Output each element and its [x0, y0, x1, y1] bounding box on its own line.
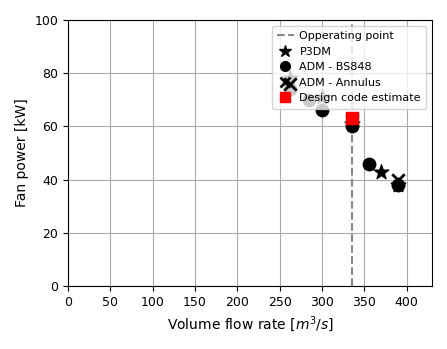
Point	[286, 81, 293, 87]
Point	[348, 118, 355, 124]
Point	[365, 161, 372, 166]
Point	[378, 169, 385, 174]
Point	[395, 177, 402, 182]
X-axis label: Volume flow rate [$m^3/s$]: Volume flow rate [$m^3/s$]	[167, 314, 333, 334]
Y-axis label: Fan power [kW]: Fan power [kW]	[15, 98, 29, 207]
Point	[395, 182, 402, 188]
Legend: Opperating point, P3DM, ADM - BS848, ADM - Annulus, Design code estimate: Opperating point, P3DM, ADM - BS848, ADM…	[272, 25, 426, 109]
Point	[286, 76, 293, 81]
Point	[348, 124, 355, 129]
Point	[395, 182, 402, 188]
Point	[318, 107, 325, 113]
Point	[318, 94, 325, 100]
Point	[306, 97, 313, 103]
Point	[348, 121, 355, 126]
Point	[286, 86, 293, 92]
Point	[348, 116, 355, 121]
